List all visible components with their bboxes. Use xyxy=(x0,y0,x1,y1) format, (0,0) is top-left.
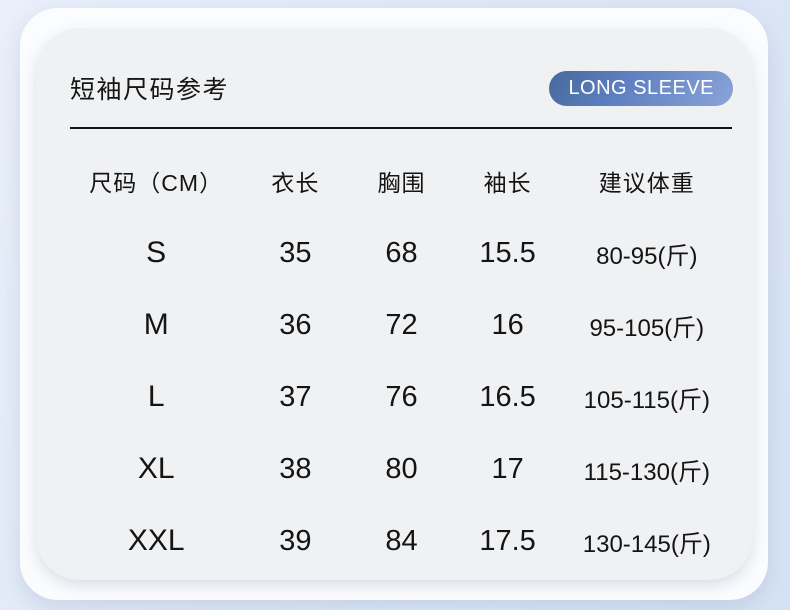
page-title: 短袖尺码参考 xyxy=(70,76,230,104)
table-cell: 17 xyxy=(491,452,524,485)
table-cell: S xyxy=(146,236,167,269)
long-sleeve-badge: LONG SLEEVE xyxy=(549,70,733,106)
table-cell: M xyxy=(143,308,169,341)
table-cell: 17.5 xyxy=(479,524,536,557)
table-cell: 16 xyxy=(491,308,524,341)
table-cell: 95-105(斤) xyxy=(589,314,705,342)
table-cell: 80 xyxy=(385,452,418,485)
size-chart-card: 短袖尺码参考 LONG SLEEVE 尺码（CM） 衣长 胸围 袖长 建议体重 … xyxy=(36,28,753,580)
table-cell: 35 xyxy=(279,236,312,269)
table-cell: 15.5 xyxy=(479,236,536,269)
table-cell: 39 xyxy=(279,524,312,557)
table-cell: L xyxy=(147,380,165,413)
table-cell: 84 xyxy=(385,524,418,557)
table-cell: 115-130(斤) xyxy=(583,458,710,486)
table-cell: 38 xyxy=(279,452,312,485)
table-cell: 72 xyxy=(385,308,418,341)
column-header-sleeve: 袖长 xyxy=(483,170,532,196)
table-cell: XXL xyxy=(127,524,185,557)
table-cell: 36 xyxy=(279,308,312,341)
column-header-chest: 胸围 xyxy=(377,170,426,196)
table-cell: 16.5 xyxy=(479,380,536,413)
table-cell: 105-115(斤) xyxy=(583,386,710,414)
card-header: 短袖尺码参考 LONG SLEEVE xyxy=(70,70,733,106)
table-cell: 37 xyxy=(279,380,312,413)
column-header-size: 尺码（CM） xyxy=(89,170,224,196)
table-cell: XL xyxy=(137,452,175,485)
column-header-length: 衣长 xyxy=(271,170,320,196)
divider-line xyxy=(70,127,732,129)
table-cell: 130-145(斤) xyxy=(582,530,711,558)
table-cell: 80-95(斤) xyxy=(596,242,698,270)
table-cell: 76 xyxy=(385,380,418,413)
size-table: 尺码（CM） 衣长 胸围 袖长 建议体重 S 35 68 15.5 80-95(… xyxy=(70,145,733,577)
table-cell: 68 xyxy=(385,236,418,269)
column-header-weight: 建议体重 xyxy=(598,170,695,196)
